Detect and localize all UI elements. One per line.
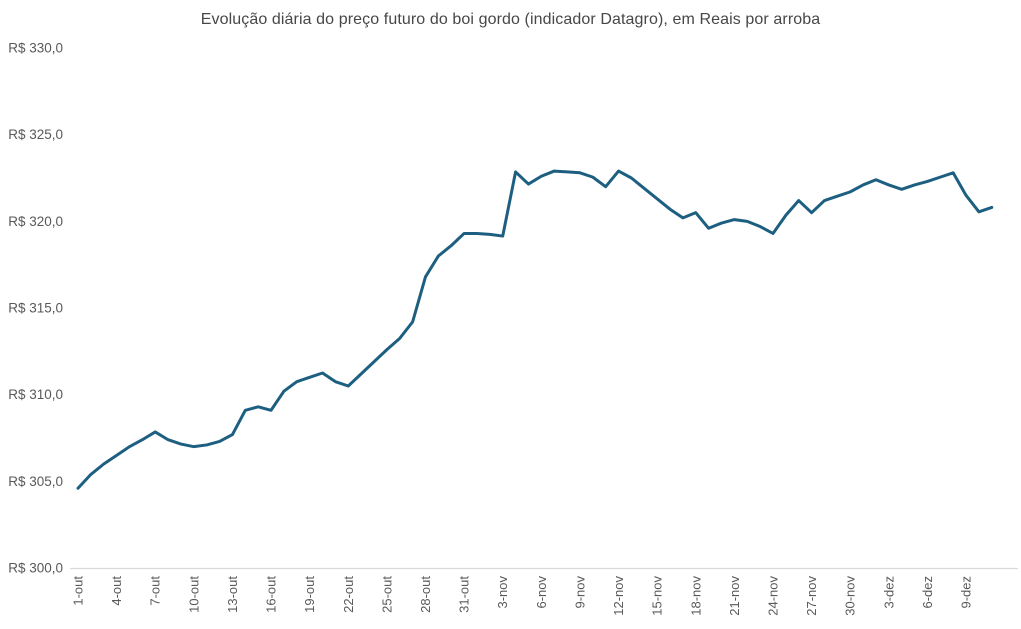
price-line [76, 169, 994, 490]
x-axis-tick-label: 22-out [341, 576, 356, 613]
x-axis-tick-label: 7-out [148, 576, 163, 606]
x-axis-tick-label: 27-nov [804, 576, 819, 616]
x-axis-tick-label: 12-nov [611, 576, 626, 616]
y-axis-tick-label: R$ 310,0 [8, 387, 63, 402]
x-axis-tick-label: 30-nov [843, 576, 858, 616]
x-axis-tick-label: 21-nov [727, 576, 742, 616]
x-axis-tick-label: 10-out [186, 576, 201, 613]
chart-title: Evolução diária do preço futuro do boi g… [200, 11, 821, 28]
x-axis-tick-label: 4-out [109, 576, 124, 606]
x-axis-tick-label: 15-nov [650, 576, 665, 616]
y-axis-tick-label: R$ 325,0 [8, 127, 63, 142]
y-axis-tick-label: R$ 315,0 [8, 301, 63, 316]
x-axis-tick-label: 13-out [225, 576, 240, 613]
x-axis-tick-label: 18-nov [688, 576, 703, 616]
x-axis-tick-label: 9-dez [959, 576, 974, 609]
y-axis-tick-label: R$ 330,0 [8, 41, 63, 56]
x-axis-tick-label: 6-dez [920, 576, 935, 609]
x-axis-tick-label: 16-out [264, 576, 279, 613]
y-axis-tick-label: R$ 305,0 [8, 474, 63, 489]
x-axis-tick-label: 6-nov [534, 576, 549, 609]
x-axis-tick-label: 1-out [71, 576, 86, 606]
x-axis-tick-label: 31-out [457, 576, 472, 613]
x-axis-tick-label: 28-out [418, 576, 433, 613]
x-axis-tick-label: 19-out [302, 576, 317, 613]
x-axis-tick-label: 24-nov [765, 576, 780, 616]
x-axis-tick-label: 3-dez [881, 576, 896, 609]
x-axis-tick-label: 9-nov [572, 576, 587, 609]
x-axis-tick-label: 3-nov [495, 576, 510, 609]
x-axis-tick-label: 25-out [379, 576, 394, 613]
y-axis-tick-label: R$ 320,0 [8, 214, 63, 229]
y-axis-tick-label: R$ 300,0 [8, 561, 63, 576]
